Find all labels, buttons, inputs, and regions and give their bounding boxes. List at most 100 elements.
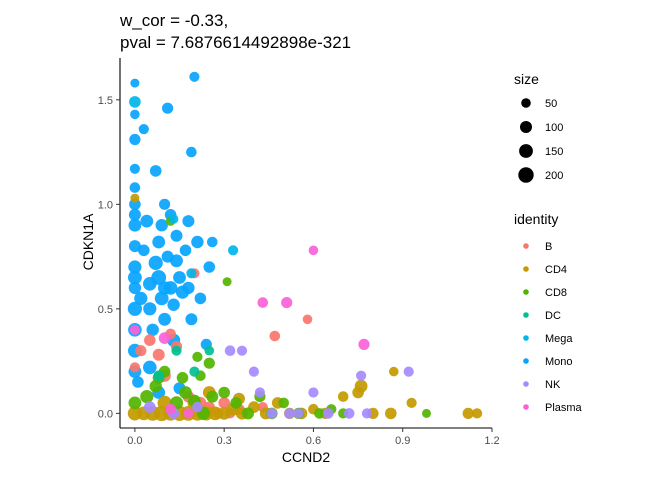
color-legend-key (523, 266, 529, 272)
point-plasma (308, 245, 319, 256)
size-legend-label: 150 (545, 146, 563, 158)
color-legend-key (523, 312, 529, 318)
point-mono (149, 165, 162, 177)
x-tick-label: 0.9 (395, 435, 410, 447)
point-cd8 (242, 407, 254, 420)
point-cd8 (218, 386, 230, 399)
point-dc (189, 366, 200, 377)
point-mono (128, 208, 141, 221)
point-b (269, 330, 281, 342)
point-mega (168, 214, 179, 224)
y-tick-label: 1.0 (98, 199, 113, 211)
y-axis-title: CDKN1A (80, 213, 96, 270)
color-legend-label: Mega (545, 333, 573, 345)
point-mono (138, 244, 150, 257)
point-cd8 (203, 357, 215, 369)
point-b (129, 362, 140, 373)
color-legend-title: identity (514, 211, 558, 227)
point-mono (129, 163, 140, 174)
ticks-layer: 0.0 0.3 0.6 0.9 1.2 0.0 0.5 1.0 1.5 (98, 95, 500, 447)
point-mono (154, 291, 169, 306)
x-axis-title: CCND2 (282, 449, 330, 465)
size-legend-title: size (514, 71, 539, 87)
point-b (152, 348, 165, 361)
color-legend-key (523, 404, 529, 410)
point-cd4 (130, 193, 140, 203)
point-nk (361, 408, 373, 419)
point-nk (356, 370, 367, 381)
point-mono (152, 235, 166, 249)
point-mono (132, 376, 144, 388)
point-cd8 (179, 386, 192, 399)
point-mega (129, 96, 141, 108)
point-mono (179, 244, 192, 257)
point-mono (128, 260, 142, 274)
color-legend-key (523, 289, 529, 295)
size-legend-label: 200 (545, 170, 563, 182)
size-legend-label: 100 (545, 122, 563, 134)
point-dc (153, 370, 164, 382)
point-mono (128, 281, 142, 295)
point-mono (163, 281, 178, 295)
point-nk (224, 345, 236, 357)
point-cd8 (128, 396, 142, 410)
chart-title-line-2: pval = 7.6876614492898e-321 (120, 33, 351, 52)
point-cd8 (176, 372, 189, 384)
x-tick-label: 0.0 (127, 435, 142, 447)
point-cd8 (222, 277, 232, 287)
point-nk (403, 366, 414, 377)
size-legend-label: 50 (545, 98, 557, 110)
point-mono (155, 219, 168, 232)
point-cd4 (472, 408, 483, 419)
x-tick-label: 0.6 (306, 435, 321, 447)
point-mono (189, 71, 200, 82)
color-legend: B CD4 CD8 DC Mega Mono NK Plasma (523, 241, 583, 414)
point-mono (191, 235, 204, 249)
point-nk (284, 408, 295, 419)
chart-title-line-1: w_cor = -0.33, (119, 11, 228, 30)
point-b (218, 397, 230, 409)
point-plasma (183, 408, 194, 419)
point-cd8 (422, 408, 431, 418)
point-plasma (257, 297, 269, 308)
point-mono (170, 254, 183, 268)
point-mono (182, 281, 195, 295)
point-mono (182, 215, 195, 228)
point-b (144, 334, 156, 347)
point-cd8 (192, 351, 203, 362)
color-legend-key (523, 243, 529, 249)
y-tick-label: 0.5 (98, 304, 113, 316)
size-legend-key (519, 144, 533, 158)
point-plasma (358, 338, 370, 350)
color-legend-key (523, 358, 529, 364)
point-cd4 (385, 407, 397, 420)
point-cd4 (406, 397, 417, 408)
point-nk (293, 408, 304, 419)
point-mega (228, 245, 239, 256)
point-mega (186, 268, 197, 279)
color-legend-label: Mono (545, 356, 573, 368)
point-cd4 (462, 407, 474, 419)
color-legend-label: NK (545, 379, 561, 391)
point-b (135, 345, 147, 357)
point-plasma (158, 332, 171, 344)
axes-layer (119, 58, 492, 429)
point-cd8 (314, 408, 325, 419)
point-mono (207, 236, 218, 248)
color-legend-label: CD4 (545, 264, 567, 276)
point-b (302, 314, 313, 325)
point-mono (128, 218, 142, 232)
point-cd8 (140, 390, 154, 404)
point-mono (151, 270, 167, 285)
point-plasma (129, 324, 140, 335)
point-mono (194, 292, 207, 305)
point-mono (140, 214, 154, 228)
color-legend-key (523, 335, 529, 341)
point-mono (129, 133, 141, 146)
point-nk (192, 401, 203, 413)
point-mono (138, 124, 149, 135)
points-layer (127, 71, 483, 422)
point-mono (130, 109, 140, 120)
point-mono (159, 198, 171, 210)
